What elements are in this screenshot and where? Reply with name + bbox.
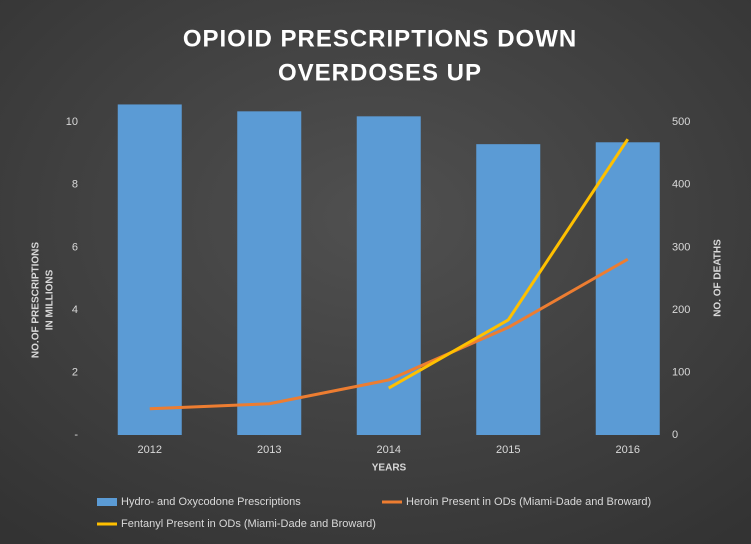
x-tick-label: 2013 <box>257 444 281 456</box>
y-tick-label: - <box>74 429 78 441</box>
y-axis-label: IN MILLIONS <box>45 269 56 330</box>
y-tick-label: 10 <box>66 116 78 128</box>
chart-title: OVERDOSES UP <box>278 59 482 86</box>
legend-label: Hydro- and Oxycodone Prescriptions <box>121 496 301 508</box>
legend-label: Fentanyl Present in ODs (Miami-Dade and … <box>121 518 376 530</box>
legend-label: Heroin Present in ODs (Miami-Dade and Br… <box>406 496 651 508</box>
y-tick-label: 8 <box>72 179 78 191</box>
bar <box>356 116 421 436</box>
x-tick-label: 2015 <box>496 444 520 456</box>
x-tick-label: 2014 <box>377 444 401 456</box>
y2-tick-label: 0 <box>672 429 678 441</box>
y2-tick-label: 400 <box>672 179 690 191</box>
y-tick-label: 2 <box>72 366 78 378</box>
bar <box>595 142 660 435</box>
x-axis-label: YEARS <box>372 463 407 474</box>
y2-tick-label: 300 <box>672 241 690 253</box>
y-axis-label: NO.OF PRESCRIPTIONS <box>31 242 42 358</box>
x-tick-label: 2012 <box>138 444 162 456</box>
y-tick-label: 4 <box>72 304 78 316</box>
chart-title: OPIOID PRESCRIPTIONS DOWN <box>183 25 577 52</box>
line <box>388 138 630 390</box>
x-tick-label: 2016 <box>616 444 640 456</box>
bar <box>117 104 182 436</box>
y-tick-label: 6 <box>72 241 78 253</box>
y2-axis-label: NO. OF DEATHS <box>713 239 724 317</box>
y2-tick-label: 100 <box>672 366 690 378</box>
line <box>149 257 629 411</box>
bar <box>476 144 541 435</box>
y2-tick-label: 200 <box>672 304 690 316</box>
bar <box>237 111 302 435</box>
y2-tick-label: 500 <box>672 116 690 128</box>
legend-swatch <box>97 498 117 506</box>
